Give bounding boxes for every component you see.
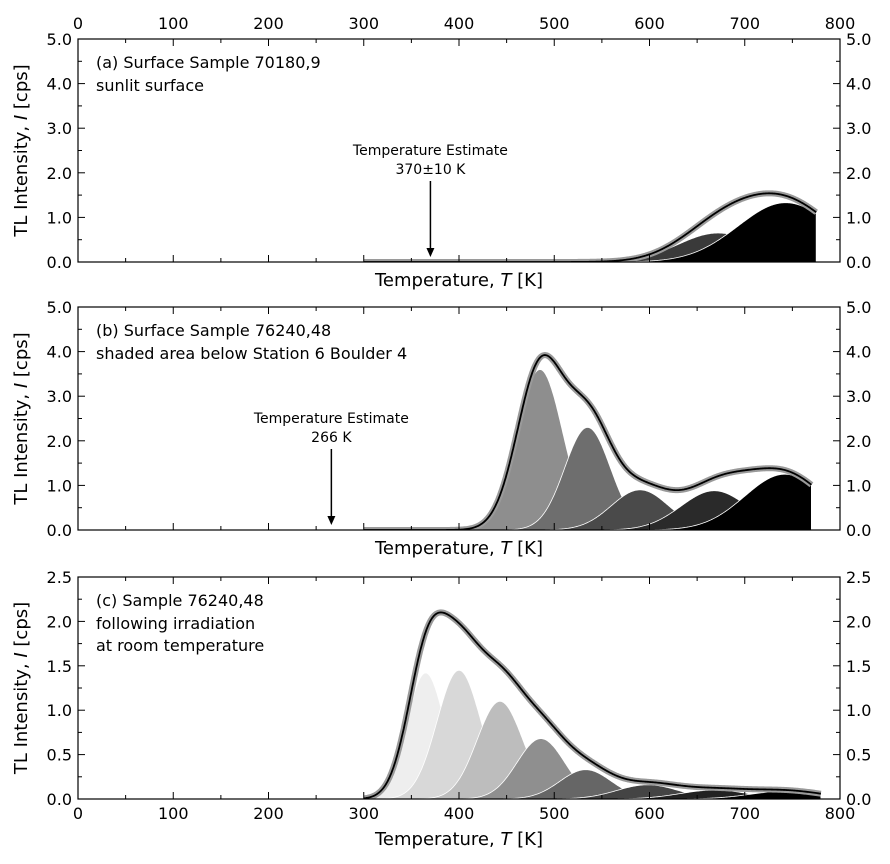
component-peak-5 xyxy=(363,769,821,799)
y-tick-label-right: 1.0 xyxy=(846,208,871,227)
y-tick-label-right: 0.0 xyxy=(846,253,871,272)
x-tick-label: 300 xyxy=(348,804,379,823)
panel-label: (b) Surface Sample 76240,48 xyxy=(96,321,331,340)
component-peak-5 xyxy=(363,473,812,530)
x-tick-label-top: 500 xyxy=(539,14,570,33)
component-peak-1 xyxy=(363,672,821,799)
y-tick-label-right: 0.0 xyxy=(846,521,871,540)
y-tick-label-right: 0.5 xyxy=(846,746,871,765)
y-tick-label: 1.0 xyxy=(47,476,72,495)
y-tick-label-right: 4.0 xyxy=(846,75,871,94)
x-tick-label: 500 xyxy=(539,804,570,823)
y-tick-label-right: 1.0 xyxy=(846,476,871,495)
x-tick-label-top: 100 xyxy=(158,14,189,33)
panel-b: 0.0 0.0 1.0 1.0 2.0 2.0 3.0 3.0 4.0 4.0 5.0 5.0 Temp… xyxy=(11,298,871,559)
y-tick-label-right: 3.0 xyxy=(846,387,871,406)
panel-label: (c) Sample 76240,48 xyxy=(96,591,264,610)
estimate-arrow-head xyxy=(426,248,435,257)
plot-area xyxy=(361,352,814,530)
x-axis-label: Temperature, T [K] xyxy=(374,829,543,850)
y-tick-label: 1.0 xyxy=(47,701,72,720)
y-tick-label-right: 2.0 xyxy=(846,164,871,183)
y-axis-label: TL Intensity, I [cps] xyxy=(11,332,32,505)
y-tick-label: 2.0 xyxy=(47,432,72,451)
y-tick-label-right: 2.0 xyxy=(846,612,871,631)
x-tick-label: 0 xyxy=(73,804,83,823)
panel-sublabel: following irradiation xyxy=(96,614,255,633)
x-tick-label: 400 xyxy=(444,804,475,823)
y-tick-label: 1.0 xyxy=(47,208,72,227)
panel-a: 0.0 0.0 1.0 1.0 2.0 2.0 3.0 3.0 4.0 4.0 5.0 5.0 Temp… xyxy=(11,14,871,291)
x-tick-label: 100 xyxy=(158,804,189,823)
y-tick-label: 4.0 xyxy=(47,343,72,362)
panel-sublabel: sunlit surface xyxy=(96,76,204,95)
y-tick-label: 0.5 xyxy=(47,746,72,765)
x-tick-label-top: 400 xyxy=(444,14,475,33)
y-tick-label-right: 4.0 xyxy=(846,343,871,362)
temperature-estimate-label: Temperature Estimate xyxy=(253,411,409,427)
component-peak-2 xyxy=(363,427,812,530)
temperature-estimate-label: 266 K xyxy=(311,430,352,446)
x-tick-label-top: 0 xyxy=(73,14,83,33)
y-tick-label-right: 2.0 xyxy=(846,432,871,451)
y-tick-label: 3.0 xyxy=(47,387,72,406)
y-tick-label: 2.0 xyxy=(47,612,72,631)
y-tick-label-right: 3.0 xyxy=(846,119,871,138)
y-tick-label-right: 2.5 xyxy=(846,568,871,587)
panel-sublabel: shaded area below Station 6 Boulder 4 xyxy=(96,344,407,363)
y-tick-label-right: 1.0 xyxy=(846,701,871,720)
temperature-estimate-label: 370±10 K xyxy=(395,162,466,178)
y-tick-label: 4.0 xyxy=(47,75,72,94)
x-tick-label-top: 700 xyxy=(729,14,760,33)
x-axis-label: Temperature, T [K] xyxy=(374,270,543,291)
x-tick-label-top: 600 xyxy=(634,14,665,33)
y-tick-label: 3.0 xyxy=(47,119,72,138)
estimate-arrow-head xyxy=(327,516,336,525)
y-tick-label: 0.0 xyxy=(47,253,72,272)
y-tick-label-right: 5.0 xyxy=(846,298,871,317)
x-tick-label-top: 800 xyxy=(825,14,856,33)
plot-area xyxy=(361,609,823,799)
measured-curve xyxy=(363,611,822,799)
y-tick-label-right: 5.0 xyxy=(846,30,871,49)
y-tick-label: 2.5 xyxy=(47,568,72,587)
temperature-estimate-label: Temperature Estimate xyxy=(352,143,508,159)
y-axis-label: TL Intensity, I [cps] xyxy=(11,64,32,237)
x-tick-label-top: 300 xyxy=(348,14,379,33)
x-tick-label-top: 200 xyxy=(253,14,284,33)
y-tick-label-right: 1.5 xyxy=(846,657,871,676)
y-tick-label: 1.5 xyxy=(47,657,72,676)
x-tick-label: 800 xyxy=(825,804,856,823)
x-axis-label: Temperature, T [K] xyxy=(374,538,543,559)
x-tick-label: 200 xyxy=(253,804,284,823)
panel-sublabel: at room temperature xyxy=(96,636,264,655)
panel-label: (a) Surface Sample 70180,9 xyxy=(96,53,321,72)
y-axis-label: TL Intensity, I [cps] xyxy=(11,602,32,775)
y-tick-label: 0.0 xyxy=(47,790,72,809)
x-tick-label: 600 xyxy=(634,804,665,823)
y-tick-label: 2.0 xyxy=(47,164,72,183)
y-tick-label: 5.0 xyxy=(47,30,72,49)
y-tick-label: 0.0 xyxy=(47,521,72,540)
x-tick-label: 700 xyxy=(729,804,760,823)
y-tick-label: 5.0 xyxy=(47,298,72,317)
y-tick-label-right: 0.0 xyxy=(846,790,871,809)
